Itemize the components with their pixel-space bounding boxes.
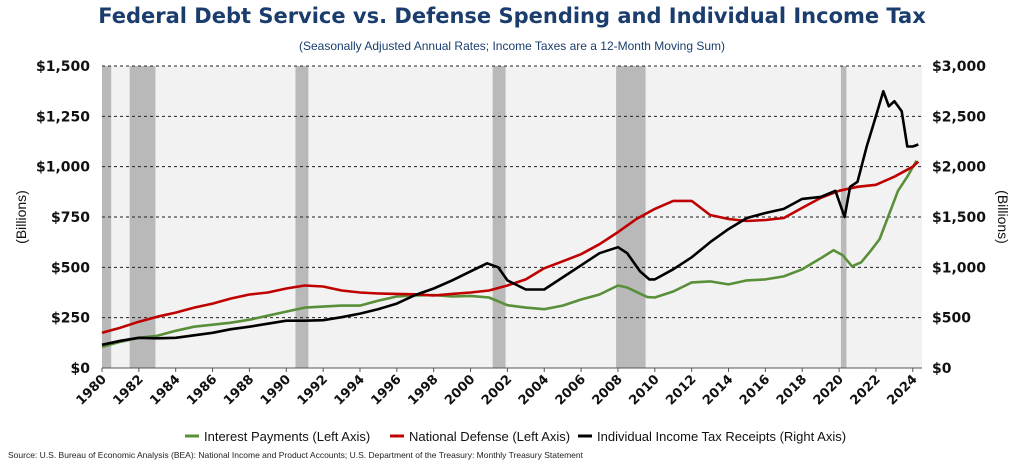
x-tick-label: 2016 [737,372,773,408]
x-tick-label: 2002 [479,372,515,408]
x-tick-label: 1992 [295,372,331,408]
x-tick-label: 2014 [700,372,736,408]
y-left-tick-label: $1,000 [36,160,90,176]
x-tick-label: 1998 [405,372,441,408]
x-tick-label: 2024 [884,372,920,408]
y-right-tick-label: $3,000 [932,59,986,75]
chart-subtitle: (Seasonally Adjusted Annual Rates; Incom… [298,39,725,53]
y-left-tick-label: $0 [71,361,91,377]
legend-label: Interest Payments (Left Axis) [204,429,370,444]
x-tick-label: 2022 [848,372,884,408]
x-tick-label: 1988 [221,372,257,408]
x-tick-label: 1986 [184,372,220,408]
x-tick-label: 2006 [553,372,589,408]
series-lines [101,89,920,349]
x-tick-label: 2010 [626,372,662,408]
legend: Interest Payments (Left Axis) National De… [185,429,846,444]
y-axis-right-ticks: $0 $500 $1,000 $1,500 $2,000 $2,500 $3,000 [932,59,986,377]
x-tick-label: 1982 [110,372,146,408]
y-right-tick-label: $1,000 [932,260,986,276]
y-left-tick-label: $500 [51,260,90,276]
x-tick-label: 1996 [368,372,404,408]
y-right-tick-label: $500 [932,311,971,327]
y-axis-right-label: (Billions) [995,190,1011,244]
x-tick-label: 1994 [332,372,368,408]
y-left-tick-label: $250 [51,311,90,327]
x-tick-label: 1990 [258,372,294,408]
chart-title: Federal Debt Service vs. Defense Spendin… [98,4,926,28]
series-line-1 [101,160,920,335]
x-tick-label: 2004 [516,372,552,408]
gridlines [102,65,922,319]
y-right-tick-label: $2,000 [932,160,986,176]
x-tick-label: 2012 [663,372,699,408]
x-tick-label: 2018 [774,372,810,408]
y-right-tick-label: $2,500 [932,109,986,125]
source-note: Source: U.S. Bureau of Economic Analysis… [8,450,583,460]
y-left-tick-label: $1,500 [36,59,90,75]
recession-band-0 [102,66,112,368]
x-tick-label: 2000 [442,372,478,408]
x-axis-ticks: 1980 1982 1984 1986 1988 1990 1992 1994 1996 1998… [74,368,921,408]
series-line-2 [101,89,919,347]
legend-label: Individual Income Tax Receipts (Right Ax… [597,429,846,444]
x-tick-label: 2008 [590,372,626,408]
series-line-0 [101,159,918,349]
y-axis-left-label: (Billions) [13,190,29,244]
legend-label: National Defense (Left Axis) [409,429,570,444]
y-right-tick-label: $1,500 [932,210,986,226]
y-left-tick-label: $750 [51,210,90,226]
x-tick-label: 1980 [74,372,110,408]
x-tick-label: 1984 [147,372,183,408]
y-right-tick-label: $0 [932,361,952,377]
x-tick-label: 2020 [811,372,847,408]
y-axis-left-ticks: $0 $250 $500 $750 $1,000 $1,250 $1,500 [36,59,90,377]
y-left-tick-label: $1,250 [36,109,90,125]
